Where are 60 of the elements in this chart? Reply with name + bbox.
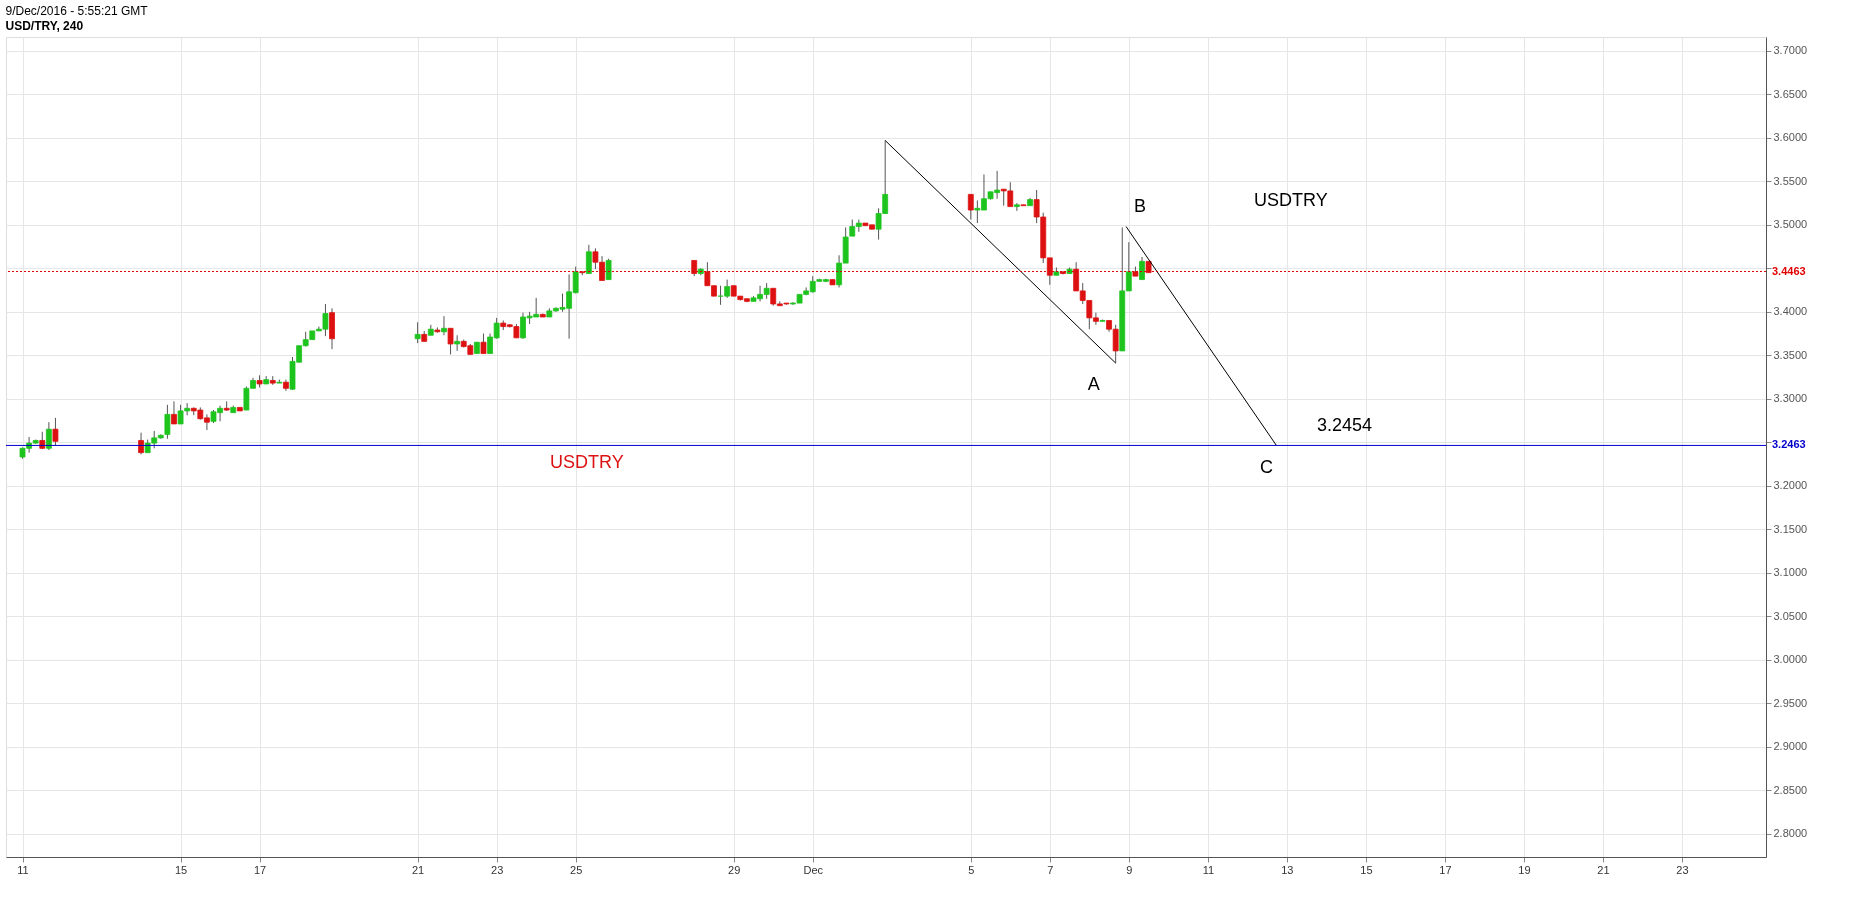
candlestick <box>1013 202 1020 212</box>
x-tick-label: 17 <box>1439 863 1452 876</box>
candlestick <box>605 258 612 281</box>
x-tick-label: 21 <box>1597 863 1610 876</box>
y-tick-label: 3.5000 <box>1773 218 1808 231</box>
x-tick-label: 23 <box>1676 863 1689 876</box>
chart-title: 9/Dec/2016 - 5:55:21 GMT <box>5 4 149 18</box>
x-tick-label: Dec <box>803 863 824 876</box>
x-tick-label: 9 <box>1126 863 1133 876</box>
x-tick-label: 29 <box>728 863 741 876</box>
x-tick-label: 5 <box>968 863 975 876</box>
y-tick-label: 3.4000 <box>1773 305 1808 318</box>
y-tick-label: 3.6500 <box>1773 87 1808 100</box>
candlestick <box>441 315 447 336</box>
annotation: B <box>1134 195 1147 216</box>
y-tick-label: 3.0000 <box>1773 653 1808 666</box>
x-tick-label: 15 <box>1360 863 1373 876</box>
candlestick <box>171 400 177 425</box>
y-tick-label: 2.9500 <box>1773 696 1808 709</box>
candlestick <box>585 244 592 275</box>
y-tick-label: 3.7000 <box>1773 44 1808 57</box>
x-tick-label: 7 <box>1047 863 1054 876</box>
candlestick <box>447 327 454 355</box>
candlestick <box>967 193 974 221</box>
ref-line-label: 3.2463 <box>1772 438 1806 451</box>
x-tick-label: 21 <box>412 863 425 876</box>
annotation: A <box>1087 374 1100 395</box>
y-tick-label: 3.5500 <box>1773 174 1808 187</box>
annotation: USDTRY <box>549 452 624 473</box>
y-tick-label: 3.3500 <box>1773 348 1808 361</box>
candlestick <box>414 321 421 344</box>
x-tick-label: 11 <box>1202 863 1215 876</box>
y-tick-label: 3.2000 <box>1773 479 1808 492</box>
y-tick-label: 3.0500 <box>1773 609 1808 622</box>
x-tick-label: 23 <box>491 863 504 876</box>
candlestick <box>454 334 461 352</box>
x-tick-label: 25 <box>570 863 583 876</box>
y-tick-label: 3.6000 <box>1773 131 1808 144</box>
annotation: C <box>1260 456 1274 477</box>
y-tick-label: 3.1500 <box>1773 522 1808 535</box>
x-tick-label: 15 <box>174 863 188 876</box>
chart-subtitle: USD/TRY, 240 <box>5 19 84 33</box>
y-tick-label: 2.9000 <box>1773 740 1808 753</box>
x-tick-label: 11 <box>17 863 29 876</box>
annotation: 3.2454 <box>1316 415 1373 436</box>
y-tick-label: 2.8000 <box>1773 827 1808 840</box>
y-tick-label: 3.1000 <box>1773 566 1808 579</box>
candlestick <box>1139 256 1145 281</box>
candlestick <box>480 333 487 355</box>
candlestick <box>138 432 144 455</box>
candlestick <box>45 421 52 451</box>
candlestick <box>52 417 59 447</box>
x-tick-label: 19 <box>1518 863 1531 876</box>
ref-line-label: 3.4463 <box>1772 264 1806 277</box>
annotation: USDTRY <box>1253 190 1328 210</box>
candlestick <box>164 404 171 440</box>
y-tick-label: 3.3000 <box>1773 392 1808 405</box>
x-tick-label: 13 <box>1281 863 1294 876</box>
y-tick-label: 2.8500 <box>1773 783 1808 796</box>
x-tick-label: 17 <box>253 863 267 876</box>
